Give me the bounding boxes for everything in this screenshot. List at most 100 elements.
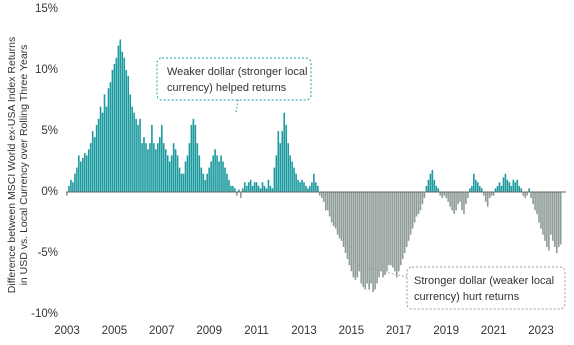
bar (555, 192, 558, 253)
bar (305, 185, 307, 192)
bar (461, 192, 463, 211)
bar (467, 192, 469, 199)
bar (548, 192, 550, 251)
bar (89, 143, 92, 192)
bar (263, 185, 266, 192)
bar (210, 161, 212, 192)
x-tick-label: 2023 (528, 325, 554, 337)
bar (380, 192, 382, 272)
bar (232, 185, 234, 192)
bar (449, 192, 451, 207)
y-tick-label: -5% (38, 247, 58, 259)
bar (253, 182, 256, 192)
bar (502, 177, 505, 192)
bar (174, 149, 177, 192)
bar (550, 192, 552, 235)
bar (236, 192, 238, 196)
bar (91, 131, 94, 192)
x-tick-label: 2019 (433, 325, 459, 337)
bar (204, 179, 207, 192)
bar (202, 173, 205, 192)
bar (261, 182, 264, 192)
bar (542, 192, 544, 235)
bar (348, 192, 351, 266)
bar (368, 192, 370, 290)
bar (188, 143, 191, 192)
bar (200, 167, 203, 192)
bar (318, 192, 321, 196)
bar (267, 179, 270, 192)
bar (259, 188, 262, 192)
bar (366, 192, 368, 284)
bar (350, 192, 353, 272)
bar (131, 106, 133, 192)
bar (494, 188, 497, 192)
bar (184, 161, 187, 192)
bar (342, 192, 345, 247)
bar (168, 161, 171, 192)
bar (336, 192, 339, 235)
bar (445, 192, 447, 199)
bar (249, 179, 252, 192)
bar (409, 192, 412, 235)
annotation-text: currency) hurt returns (414, 291, 520, 303)
bar (415, 192, 418, 217)
bar (447, 192, 449, 202)
bar (230, 185, 232, 192)
bar (392, 192, 394, 268)
bar (490, 192, 493, 196)
bar (425, 185, 428, 192)
bar (145, 143, 147, 192)
bar (119, 39, 122, 192)
bar (386, 192, 388, 272)
x-tick-label: 2011 (244, 325, 269, 337)
bar (76, 167, 78, 192)
bar (403, 192, 406, 253)
bar (149, 143, 151, 192)
bar (222, 161, 224, 192)
y-axis-label-line: in USD vs. Local Currency over Rolling T… (18, 45, 30, 286)
bar (330, 192, 333, 223)
bar (87, 149, 90, 192)
bar (356, 192, 359, 278)
bar (315, 182, 317, 192)
bar (135, 118, 137, 192)
bar (78, 155, 80, 192)
bar (99, 106, 102, 192)
bar (133, 112, 135, 192)
bar (374, 192, 376, 290)
bar (338, 192, 341, 239)
bar (72, 182, 74, 192)
annotation-text: currency) helped returns (167, 82, 287, 94)
bar (554, 192, 556, 247)
bar (141, 143, 143, 192)
bar (534, 192, 536, 211)
bar (275, 155, 278, 192)
bar (478, 185, 481, 192)
bar (303, 182, 305, 192)
bar (129, 94, 131, 192)
bar (97, 118, 100, 192)
bar (241, 188, 244, 192)
bar (257, 185, 260, 192)
bar (376, 192, 378, 284)
bar (496, 185, 499, 192)
bar (492, 192, 495, 196)
bar (433, 179, 436, 192)
bar (208, 167, 210, 192)
x-tick-label: 2013 (291, 325, 317, 337)
bar (417, 192, 420, 214)
bar (198, 155, 201, 192)
bar (435, 185, 438, 192)
bar (419, 192, 422, 211)
bar (85, 155, 88, 192)
bar (216, 155, 218, 192)
bar (307, 188, 309, 192)
bar (234, 188, 236, 192)
x-tick-label: 2007 (149, 325, 175, 337)
y-tick-label: 15% (35, 3, 58, 15)
bar (287, 143, 289, 192)
bar (514, 182, 517, 192)
bar (512, 179, 515, 192)
